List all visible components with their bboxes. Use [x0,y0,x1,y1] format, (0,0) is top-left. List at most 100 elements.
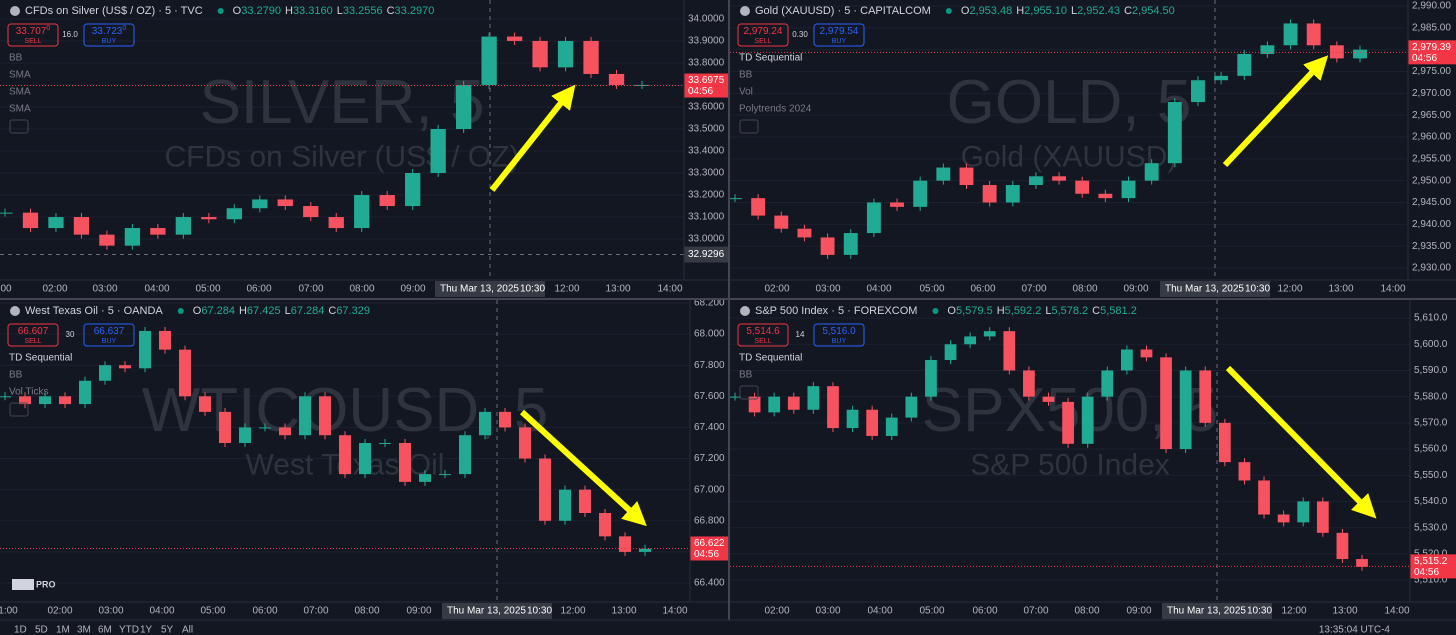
buy-price[interactable]: 5,516.0 [822,326,856,337]
sell-label[interactable]: SELL [24,38,41,45]
sell-price-main[interactable]: 33.707 [16,26,47,37]
candle [729,396,741,398]
candle [1003,331,1016,371]
y-tick-label: 2,965.00 [1412,110,1451,121]
candle [99,365,111,381]
sell-price[interactable]: 66.607 [18,326,49,337]
collapse-button[interactable] [739,385,759,400]
y-tick-label: 67.200 [694,453,725,464]
indicator[interactable]: TD Sequential [739,353,802,364]
buy-button[interactable] [83,323,135,347]
last-price: 33.6975 [688,75,725,86]
candle [559,489,571,521]
buy-price-sup[interactable]: 0 [122,25,126,32]
buy-price[interactable]: 2,979.54 [820,26,859,37]
collapse-button[interactable] [739,119,759,134]
ohlc-key: L [1045,305,1051,317]
buy-label[interactable]: BUY [832,38,847,45]
crosshair-time-box [1160,281,1270,297]
buy-price-main[interactable]: 2,979.54 [820,26,859,37]
candle [419,474,431,482]
candle [1042,396,1055,402]
range-button[interactable]: 5D [35,625,48,635]
x-tick-label: 12:00 [1277,284,1302,295]
candle [124,228,141,246]
buy-button[interactable] [813,323,865,347]
buy-label[interactable]: BUY [102,338,117,345]
last-price: 5,515.2 [1414,556,1448,567]
symbol-title[interactable]: CFDs on Silver (US$ / OZ) · 5 · TVC [25,5,203,17]
symbol-title[interactable]: West Texas Oil · 5 · OANDA [25,305,163,317]
sell-button[interactable] [7,23,59,47]
chart-panel: 5,610.0 5,600.0 5,590.0 5,580.0 5,570.0 5,560… [729,300,1456,619]
buy-price-main[interactable]: 5,516.0 [822,326,856,337]
sell-price[interactable]: 5,514.6 [746,326,780,337]
range-button[interactable]: 1M [56,625,70,635]
crosshair-date: Thu Mar 13, 2025 [1165,284,1244,295]
buy-label[interactable]: BUY [102,38,117,45]
buy-button[interactable] [813,23,865,47]
candle [748,396,761,413]
indicator[interactable]: BB [9,53,23,64]
sell-button[interactable] [737,323,789,347]
range-button[interactable]: 5Y [161,625,174,635]
sell-price[interactable]: 2,979.24 [744,26,783,37]
y-tick-label: 2,930.00 [1412,263,1451,274]
arrow [1225,365,1377,519]
x-tick-label: 09:00 [406,606,431,617]
ohlc-key: L [285,305,291,317]
range-button[interactable]: 1Y [140,625,153,635]
buy-price[interactable]: 33.7230 [92,25,127,37]
range-button[interactable]: 3M [77,625,91,635]
ohlc-value: 5,592.2 [1005,305,1042,317]
sell-button[interactable] [7,323,59,347]
ohlc-value: 67.329 [336,305,370,317]
indicator[interactable]: BB [739,70,753,81]
ohlc-value: 67.284 [291,305,325,317]
sell-label[interactable]: SELL [24,338,41,345]
indicator[interactable]: Vol Ticks [9,387,48,398]
symbol-title[interactable]: S&P 500 Index · 5 · FOREXCOM [755,305,917,317]
indicator[interactable]: TD Sequential [739,53,802,64]
buy-price[interactable]: 66.637 [94,326,125,337]
x-tick-label: 04:00 [144,284,169,295]
ohlc-key: H [239,305,247,317]
indicator[interactable]: TD Sequential [9,353,72,364]
indicator[interactable]: SMA [9,70,31,81]
x-tick-label: 04:00 [866,284,891,295]
collapse-button[interactable] [9,119,29,134]
ohlc-value: 2,955.10 [1024,5,1067,17]
range-button[interactable]: 6M [98,625,112,635]
sell-label[interactable]: SELL [754,38,771,45]
crosshair-time: 10:30 [1245,284,1270,295]
indicator[interactable]: SMA [9,104,31,115]
candle [175,217,192,235]
indicator[interactable]: BB [739,370,753,381]
indicator[interactable]: BB [9,370,23,381]
sell-price[interactable]: 33.7070 [16,25,51,37]
indicator[interactable]: SMA [9,87,31,98]
indicator[interactable]: Polytrends 2024 [739,104,812,115]
buy-button[interactable] [83,23,135,47]
sell-price-main[interactable]: 66.607 [18,326,49,337]
collapse-button[interactable] [9,402,29,417]
sell-button[interactable] [737,23,789,47]
x-tick-label: 07:00 [298,284,323,295]
sell-label[interactable]: SELL [754,338,771,345]
range-button[interactable]: All [182,625,193,635]
indicator[interactable]: Vol [739,87,753,98]
sell-price-main[interactable]: 2,979.24 [744,26,783,37]
candle [430,128,446,174]
buy-price-main[interactable]: 66.637 [94,326,125,337]
ohlc-value: 67.425 [247,305,281,317]
symbol-title[interactable]: Gold (XAUUSD) · 5 · CAPITALCOM [755,5,931,17]
watermark-name: S&P 500 Index [970,449,1170,482]
sell-price-sup[interactable]: 0 [46,25,50,32]
buy-price-main[interactable]: 33.723 [92,26,123,37]
sell-price-main[interactable]: 5,514.6 [746,326,780,337]
y-tick-label: 68.200 [694,298,725,309]
range-button[interactable]: 1D [14,625,27,635]
x-tick-label: 13:00 [1332,606,1357,617]
buy-label[interactable]: BUY [832,338,847,345]
range-button[interactable]: YTD [119,625,139,635]
